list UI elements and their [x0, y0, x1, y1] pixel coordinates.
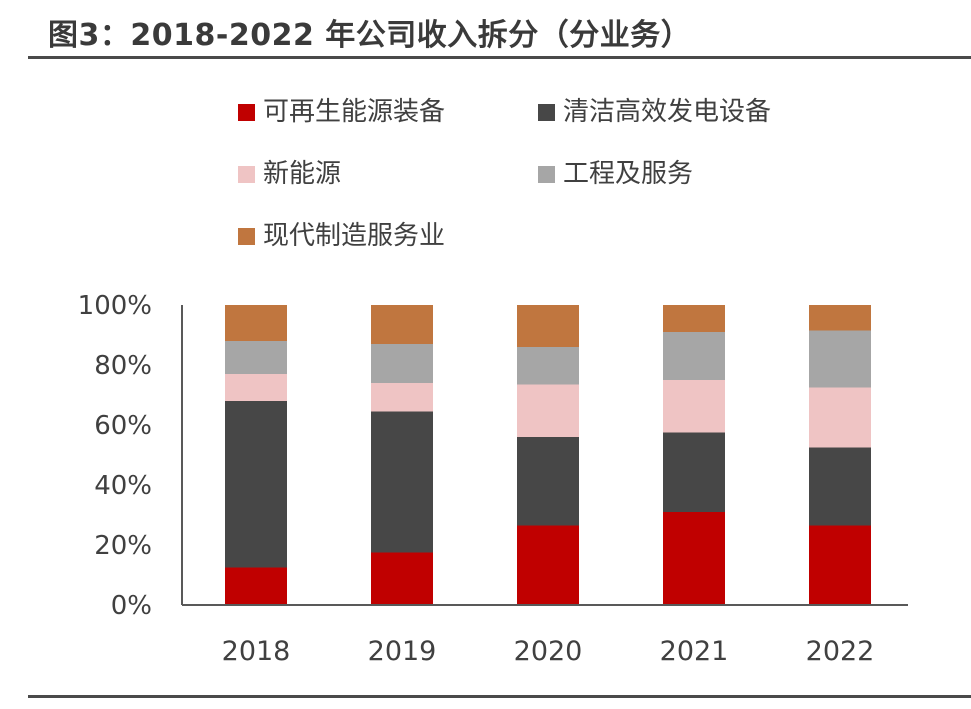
legend-swatch-4	[538, 166, 555, 183]
y-tick-label: 100%	[78, 291, 152, 321]
legend-swatch-5	[238, 228, 255, 245]
bar-segment-2022-s1	[809, 525, 871, 605]
legend-label-3: 新能源	[263, 159, 341, 189]
legend-label-5: 现代制造服务业	[263, 221, 445, 251]
bar-segment-2019-s4	[371, 344, 433, 383]
x-tick-label: 2020	[514, 636, 583, 667]
bar-segment-2022-s3	[809, 387, 871, 448]
y-tick-label: 40%	[94, 471, 152, 501]
bar-segment-2019-s2	[371, 411, 433, 553]
y-tick-label: 80%	[94, 351, 152, 381]
x-tick-label: 2018	[222, 636, 291, 667]
bar-segment-2022-s5	[809, 305, 871, 331]
bar-segment-2020-s2	[517, 437, 579, 526]
bar-segment-2021-s2	[663, 432, 725, 512]
bar-segment-2021-s3	[663, 380, 725, 433]
x-tick-label: 2022	[806, 636, 875, 667]
legend-swatch-3	[238, 166, 255, 183]
bar-groups	[225, 305, 871, 605]
bar-segment-2022-s2	[809, 447, 871, 526]
bar-segment-2020-s5	[517, 305, 579, 347]
y-tick-label: 0%	[111, 591, 152, 621]
bar-group-2018	[225, 305, 287, 605]
bar-segment-2020-s3	[517, 384, 579, 437]
bar-group-2022	[809, 305, 871, 605]
bar-segment-2018-s1	[225, 567, 287, 605]
x-tick-label: 2021	[660, 636, 729, 667]
bar-segment-2021-s4	[663, 332, 725, 380]
bar-segment-2020-s1	[517, 525, 579, 605]
bar-segment-2018-s2	[225, 401, 287, 568]
bar-segment-2021-s1	[663, 512, 725, 605]
x-axis-ticks: 2018 2019 2020 2021 2022	[222, 636, 875, 667]
legend-swatch-1	[238, 104, 255, 121]
legend-label-2: 清洁高效发电设备	[563, 97, 771, 127]
title-divider	[28, 56, 971, 59]
legend-label-4: 工程及服务	[563, 159, 693, 189]
y-tick-label: 60%	[94, 411, 152, 441]
bar-segment-2018-s5	[225, 305, 287, 341]
x-tick-label: 2019	[368, 636, 437, 667]
y-axis-ticks: 0% 20% 40% 60% 80% 100%	[78, 291, 152, 621]
bar-group-2020	[517, 305, 579, 605]
y-tick-label: 20%	[94, 531, 152, 561]
bar-segment-2022-s4	[809, 330, 871, 388]
legend-swatch-2	[538, 104, 555, 121]
bar-segment-2019-s1	[371, 552, 433, 605]
bar-segment-2019-s3	[371, 383, 433, 412]
bottom-divider	[28, 695, 971, 698]
figure-title: 图3：2018-2022 年公司收入拆分（分业务）	[48, 18, 692, 53]
bar-group-2019	[371, 305, 433, 605]
bar-segment-2018-s4	[225, 341, 287, 374]
bar-segment-2018-s3	[225, 374, 287, 401]
bar-segment-2021-s5	[663, 305, 725, 332]
legend-label-1: 可再生能源装备	[263, 97, 445, 127]
bar-group-2021	[663, 305, 725, 605]
bar-segment-2019-s5	[371, 305, 433, 344]
bar-segment-2020-s4	[517, 347, 579, 385]
axes	[181, 305, 908, 606]
